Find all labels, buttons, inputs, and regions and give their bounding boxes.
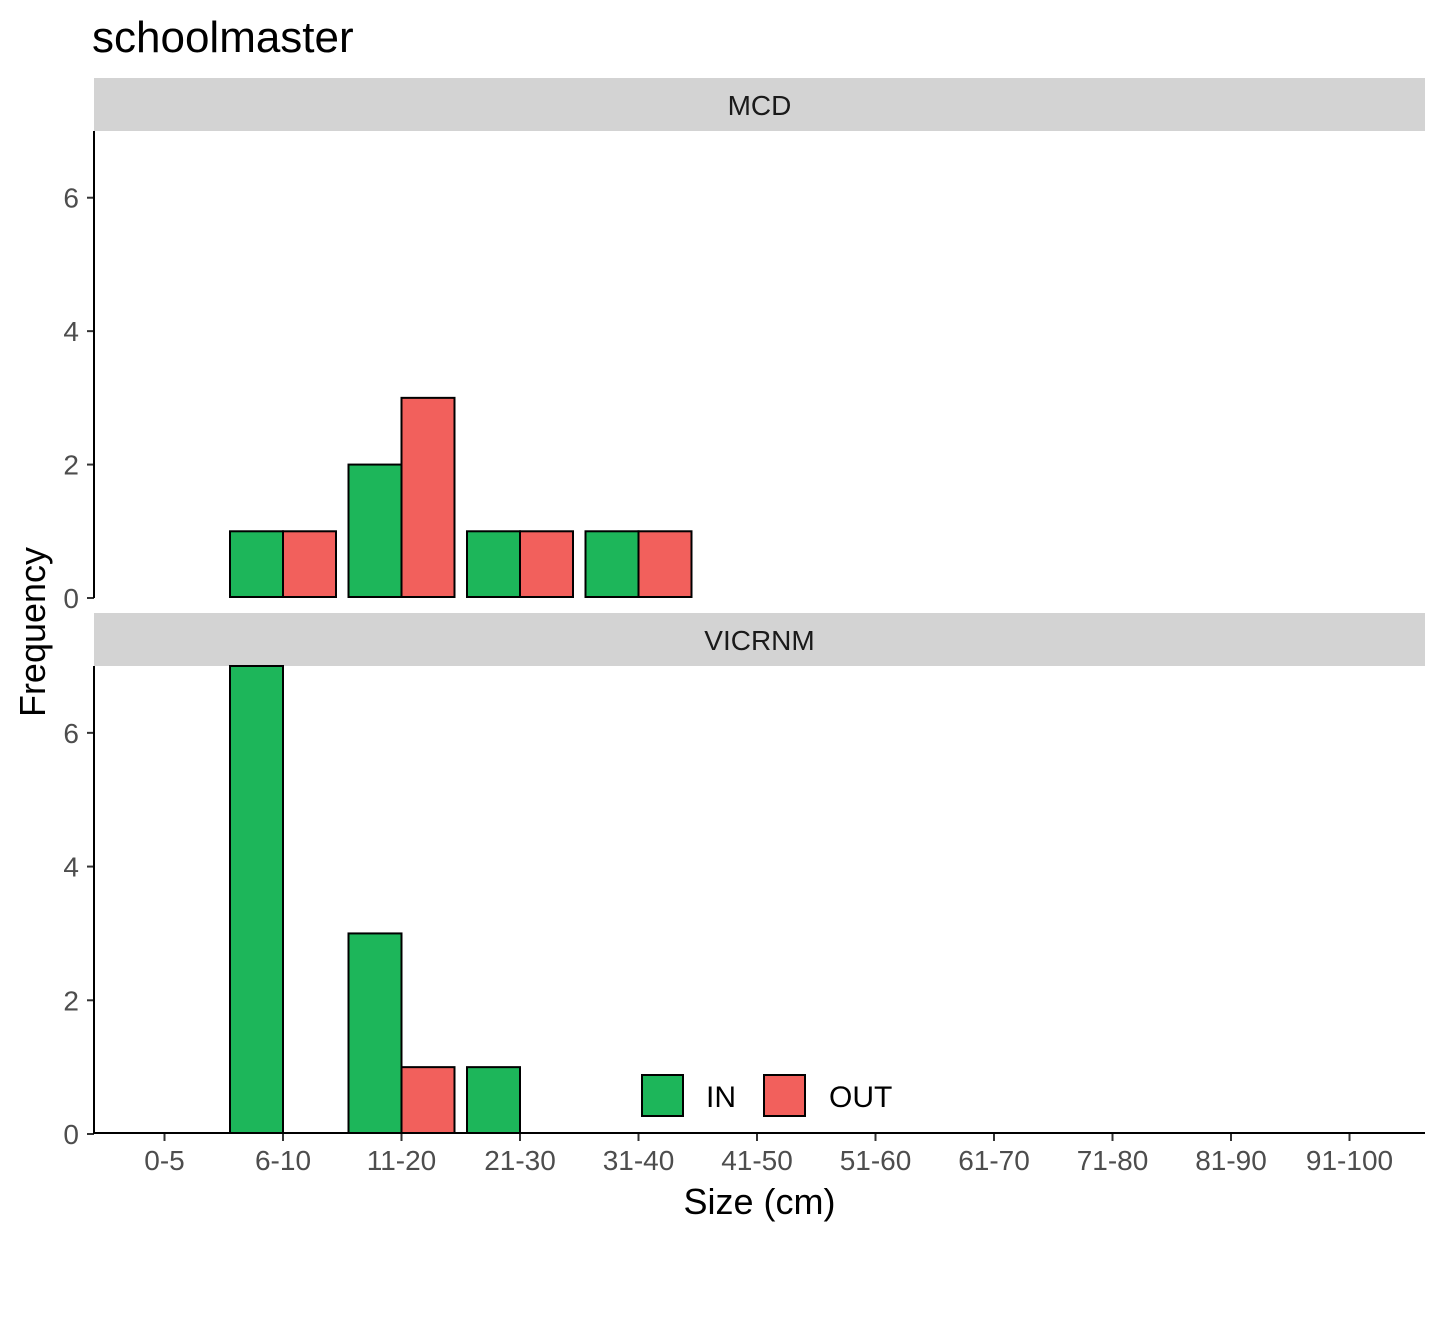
x-axis-title: Size (cm) bbox=[684, 1181, 836, 1222]
facet-vicrnm: VICRNM 0 2 4 6 bbox=[63, 613, 1425, 1150]
x-tick-label: 51-60 bbox=[840, 1145, 912, 1176]
x-tick-label: 61-70 bbox=[958, 1145, 1030, 1176]
y-tick-label: 4 bbox=[63, 852, 79, 883]
bar-in-6-10 bbox=[229, 530, 284, 598]
y-tick-label: 6 bbox=[63, 183, 79, 214]
facet-strip-label: VICRNM bbox=[704, 625, 814, 656]
y-tick-label: 2 bbox=[63, 985, 79, 1016]
x-tick-label: 81-90 bbox=[1195, 1145, 1267, 1176]
legend-label-out: OUT bbox=[829, 1081, 892, 1114]
facet-bars-mcd bbox=[229, 396, 693, 599]
y-tick-label: 0 bbox=[63, 1119, 79, 1150]
bar-out-11-20 bbox=[400, 1066, 456, 1134]
x-axis-ticks: 0-5 6-10 11-20 21-30 31-40 41-50 51-60 61-70 71-… bbox=[144, 1134, 1393, 1176]
y-axis-ticks-vicrnm: 0 2 4 6 bbox=[63, 718, 94, 1150]
x-tick-label: 0-5 bbox=[144, 1145, 184, 1176]
bar-out-11-20 bbox=[400, 396, 456, 598]
facet-strip-label: MCD bbox=[728, 90, 792, 121]
facet-mcd: MCD 0 2 4 6 bbox=[63, 78, 1425, 614]
bar-in-31-40 bbox=[584, 530, 640, 598]
legend: IN OUT bbox=[641, 1074, 892, 1117]
x-tick-label: 21-30 bbox=[484, 1145, 556, 1176]
bar-in-6-10 bbox=[229, 665, 284, 1134]
y-tick-label: 2 bbox=[63, 450, 79, 481]
y-tick-label: 6 bbox=[63, 718, 79, 749]
bar-in-21-30 bbox=[466, 530, 521, 598]
bar-in-21-30 bbox=[466, 1066, 521, 1134]
x-tick-label: 31-40 bbox=[603, 1145, 675, 1176]
y-axis-title: Frequency bbox=[12, 547, 53, 717]
chart-title: schoolmaster bbox=[92, 13, 354, 62]
facet-strip-vicrnm bbox=[94, 613, 1425, 666]
bar-out-6-10 bbox=[282, 530, 337, 598]
y-tick-label: 0 bbox=[63, 583, 79, 614]
x-tick-label: 11-20 bbox=[367, 1145, 437, 1176]
x-tick-label: 91-100 bbox=[1306, 1145, 1393, 1176]
x-tick-label: 41-50 bbox=[721, 1145, 793, 1176]
y-axis-ticks-mcd: 0 2 4 6 bbox=[63, 183, 94, 614]
bar-out-21-30 bbox=[519, 530, 574, 598]
legend-key-out bbox=[763, 1074, 806, 1117]
x-tick-label: 71-80 bbox=[1077, 1145, 1149, 1176]
bar-out-31-40 bbox=[637, 530, 693, 598]
y-tick-label: 4 bbox=[63, 316, 79, 347]
legend-label-in: IN bbox=[706, 1081, 736, 1114]
facet-strip-mcd bbox=[94, 78, 1425, 131]
bar-in-11-20 bbox=[347, 463, 403, 599]
facet-bars-vicrnm bbox=[229, 665, 521, 1135]
x-tick-label: 6-10 bbox=[255, 1145, 311, 1176]
bar-in-11-20 bbox=[347, 932, 403, 1135]
legend-key-in bbox=[641, 1074, 684, 1117]
